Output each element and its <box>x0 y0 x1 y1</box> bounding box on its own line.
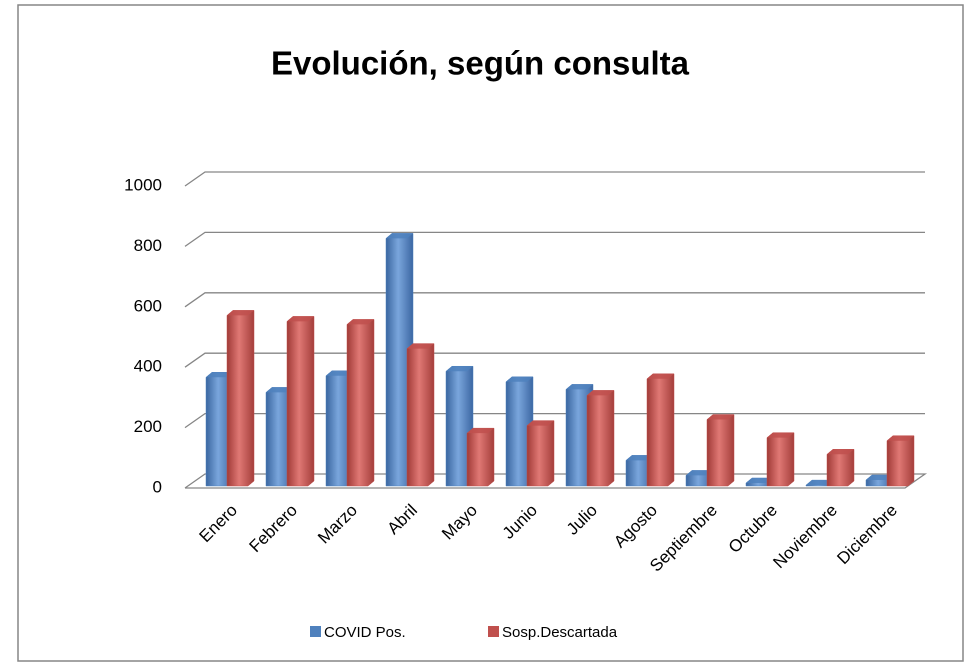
y-tick-label: 400 <box>134 357 162 376</box>
bar <box>766 432 795 487</box>
y-tick-label: 200 <box>134 417 162 436</box>
legend-swatch <box>488 626 499 637</box>
bar-top <box>806 480 833 486</box>
bar-top <box>347 319 374 325</box>
bar-top <box>287 316 314 322</box>
grid-line <box>184 412 925 429</box>
bar-top <box>767 432 794 438</box>
bar-top <box>227 310 254 316</box>
bar <box>226 310 255 487</box>
bar <box>346 319 375 487</box>
bar <box>466 427 495 487</box>
bar-top <box>686 470 713 476</box>
grid-line <box>184 231 925 247</box>
y-tick-label: 0 <box>153 477 162 496</box>
grid-line <box>184 292 925 308</box>
bar <box>586 390 615 487</box>
bar-top <box>746 477 773 483</box>
bar-top <box>626 455 653 461</box>
y-tick-label: 600 <box>134 296 162 315</box>
bar <box>706 414 735 487</box>
bar <box>886 435 915 487</box>
y-tick-label: 1000 <box>124 175 162 194</box>
legend-label: COVID Pos. <box>324 624 406 641</box>
bar-top <box>866 474 893 480</box>
chart-frame <box>17 4 964 662</box>
bar-top <box>326 370 353 376</box>
y-tick-label: 800 <box>134 236 162 255</box>
grid-line <box>184 171 925 187</box>
bar-top <box>446 366 473 372</box>
bar-top <box>887 435 914 441</box>
bar-top <box>566 384 593 390</box>
bar-top <box>506 376 533 382</box>
bar-top <box>647 373 674 379</box>
legend-swatch <box>310 626 321 637</box>
bar-top <box>527 420 554 426</box>
bar <box>646 373 675 487</box>
bar <box>826 449 855 487</box>
bar-top <box>827 449 854 455</box>
bar-top <box>587 390 614 396</box>
bar-top <box>206 372 233 378</box>
bar-top <box>407 343 434 349</box>
grid-line <box>184 473 928 489</box>
bar-top <box>467 428 494 434</box>
bar <box>526 420 555 487</box>
bar <box>406 343 435 487</box>
bar <box>286 316 315 487</box>
bar-top <box>386 233 413 239</box>
bar-top <box>266 387 293 393</box>
bar-top <box>707 414 734 420</box>
grid-line <box>184 352 925 368</box>
chart-title: Evolución, según consulta <box>271 45 690 82</box>
legend-label: Sosp.Descartada <box>502 624 618 641</box>
